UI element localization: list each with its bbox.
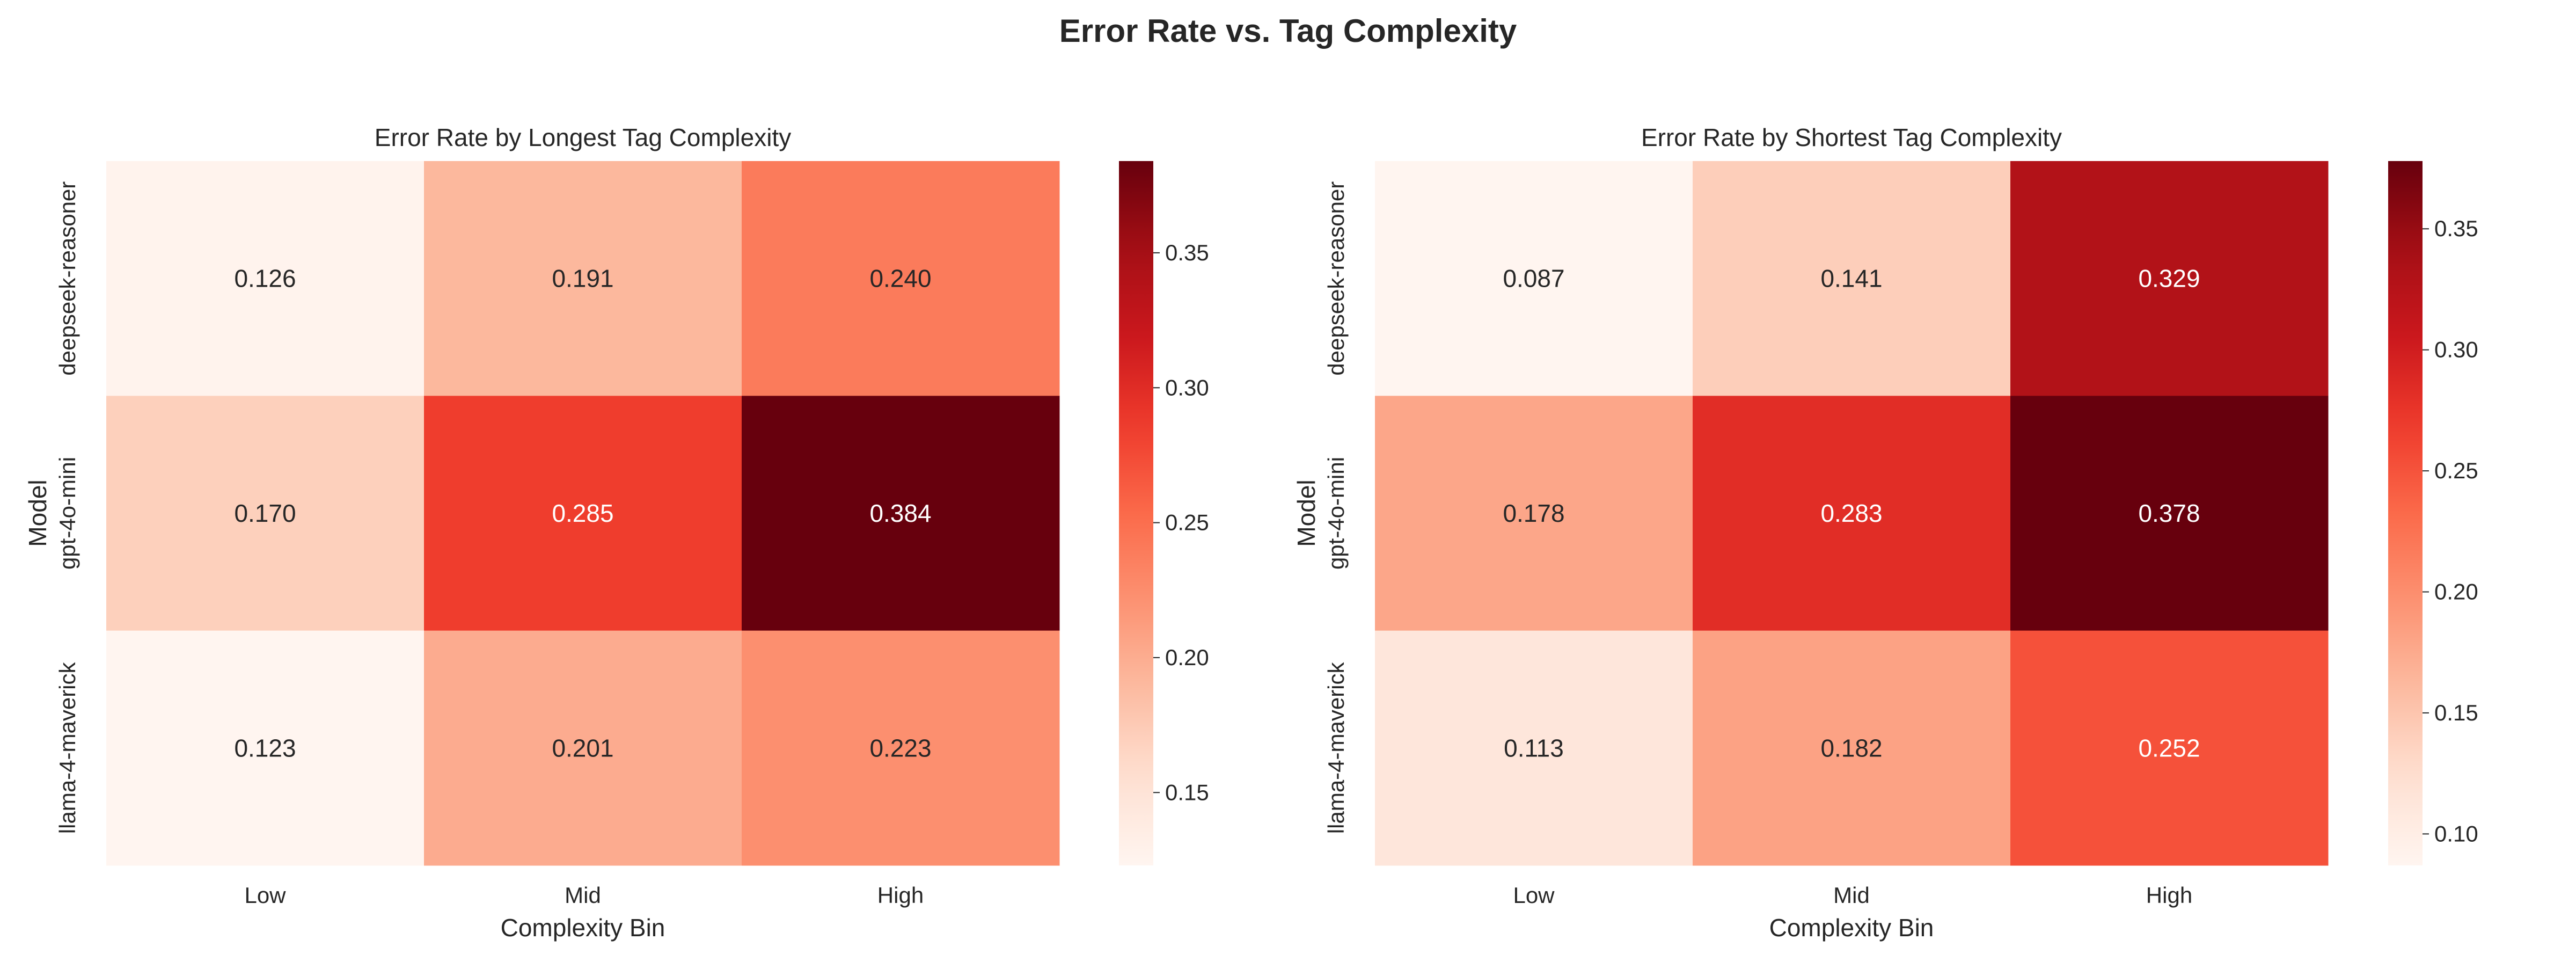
cell-value-label: 0.252 <box>2138 734 2200 762</box>
cell-value-label: 0.087 <box>1503 265 1564 293</box>
cell-value-label: 0.223 <box>869 734 931 762</box>
cell-value-label: 0.182 <box>1820 734 1882 762</box>
x-tick-label: Low <box>1513 883 1555 908</box>
heatmap-cell <box>1375 630 1693 866</box>
colorbar-tick-label: 0.30 <box>2434 337 2478 362</box>
y-tick-label: gpt-4o-mini <box>55 457 80 570</box>
heatmap-cell <box>106 630 425 866</box>
x-tick-label: Low <box>244 883 286 908</box>
x-axis-label: Complexity Bin <box>501 914 665 942</box>
heatmap-cell <box>424 630 742 866</box>
cell-value-label: 0.141 <box>1820 265 1882 293</box>
colorbar-tick-label: 0.20 <box>2434 579 2478 604</box>
colorbar-tick-label: 0.15 <box>2434 700 2478 725</box>
x-tick-label: High <box>2146 883 2192 908</box>
y-tick-label: llama-4-maverick <box>55 661 80 834</box>
colorbar-tick-label: 0.15 <box>1165 779 1209 805</box>
cell-value-label: 0.123 <box>234 734 296 762</box>
colorbar-tick-label: 0.35 <box>1165 240 1209 265</box>
heatmap-cell <box>2010 161 2329 396</box>
x-tick-label: High <box>877 883 924 908</box>
heatmap-cell <box>106 396 425 631</box>
cell-value-label: 0.384 <box>869 499 931 527</box>
colorbar-tick-label: 0.25 <box>2434 458 2478 483</box>
heatmap-cell <box>742 161 1060 396</box>
x-tick-label: Mid <box>565 883 601 908</box>
heatmap-cell <box>1693 396 2011 631</box>
heatmap-cell <box>2010 396 2329 631</box>
y-tick-label: deepseek-reasoner <box>55 181 80 376</box>
cell-value-label: 0.191 <box>552 265 613 293</box>
panel-title: Error Rate by Longest Tag Complexity <box>375 123 791 151</box>
figure-title: Error Rate vs. Tag Complexity <box>1059 13 1517 49</box>
heatmap-cell <box>742 396 1060 631</box>
heatmap-cell <box>1375 396 1693 631</box>
x-tick-label: Mid <box>1833 883 1870 908</box>
cell-value-label: 0.126 <box>234 265 296 293</box>
cell-value-label: 0.170 <box>234 499 296 527</box>
heatmap-cell <box>1375 161 1693 396</box>
colorbar-tick-label: 0.10 <box>2434 821 2478 846</box>
y-tick-label: deepseek-reasoner <box>1323 181 1349 376</box>
y-axis-label: Model <box>24 479 52 547</box>
heatmap-cell <box>106 161 425 396</box>
cell-value-label: 0.201 <box>552 734 613 762</box>
y-tick-label: gpt-4o-mini <box>1323 457 1349 570</box>
colorbar <box>1119 161 1153 865</box>
panel-title: Error Rate by Shortest Tag Complexity <box>1641 123 2062 151</box>
cell-value-label: 0.285 <box>552 499 613 527</box>
colorbar <box>2388 161 2423 865</box>
cell-value-label: 0.329 <box>2138 265 2200 293</box>
cell-value-label: 0.283 <box>1820 499 1882 527</box>
colorbar-tick-label: 0.35 <box>2434 216 2478 241</box>
heatmap-panel-shortest: Error Rate by Shortest Tag Complexity 0.0… <box>1292 123 2478 942</box>
cell-value-label: 0.240 <box>869 265 931 293</box>
heatmap-cell <box>1693 630 2011 866</box>
y-axis-label: Model <box>1292 479 1320 547</box>
colorbar-tick-label: 0.30 <box>1165 375 1209 400</box>
colorbar-tick-label: 0.20 <box>1165 645 1209 670</box>
heatmap-cell <box>424 396 742 631</box>
cell-value-label: 0.378 <box>2138 499 2200 527</box>
cell-value-label: 0.113 <box>1504 734 1564 762</box>
heatmap-cell <box>742 630 1060 866</box>
heatmap-cell <box>424 161 742 396</box>
cell-value-label: 0.178 <box>1503 499 1564 527</box>
y-tick-label: llama-4-maverick <box>1323 661 1349 834</box>
heatmap-panel-longest: Error Rate by Longest Tag Complexity 0.12… <box>24 123 1209 942</box>
heatmap-cell <box>2010 630 2329 866</box>
heatmap-cell <box>1693 161 2011 396</box>
x-axis-label: Complexity Bin <box>1769 914 1934 942</box>
colorbar-tick-label: 0.25 <box>1165 510 1209 535</box>
